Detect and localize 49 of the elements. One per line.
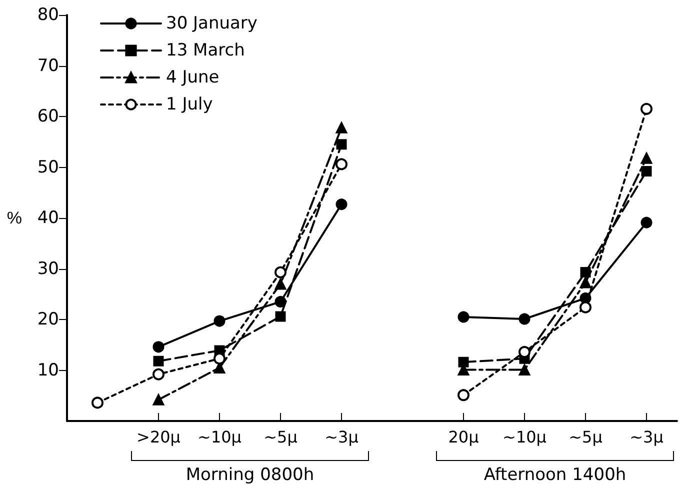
y-tick-label: 50	[37, 157, 59, 178]
x-tick-label: ~10μ	[502, 428, 546, 446]
point	[152, 341, 164, 353]
x-tick-label: ~10μ	[198, 428, 242, 446]
point	[458, 311, 470, 323]
text: Morning 0800h	[186, 465, 314, 485]
y-tick-label: 30	[37, 258, 59, 279]
point	[580, 276, 592, 288]
legend-label: 1 July	[166, 94, 213, 114]
point	[336, 198, 348, 210]
point	[518, 364, 530, 376]
point	[458, 389, 470, 402]
point	[518, 313, 530, 325]
y-tick-label: 10	[37, 360, 59, 380]
x-tick-label: ~3μ	[324, 428, 358, 446]
point	[274, 278, 286, 290]
point	[336, 139, 347, 150]
point	[640, 216, 652, 228]
y-tick-label: 20	[37, 310, 59, 330]
legend-label: 4 June	[166, 68, 220, 88]
point	[336, 158, 348, 170]
point	[458, 356, 469, 368]
point	[275, 311, 286, 322]
point	[152, 394, 164, 406]
legend-label: 30 January	[166, 14, 258, 34]
point	[152, 368, 164, 380]
y-tick-label: 70	[37, 56, 59, 76]
point	[336, 122, 348, 134]
point	[641, 166, 652, 177]
x-tick-label: 20μ	[448, 428, 479, 446]
point	[92, 396, 104, 409]
x-tick-label: ~5μ	[264, 428, 298, 446]
y-tick-label: 40	[37, 208, 59, 228]
y-axis-title: %	[6, 208, 22, 228]
point	[153, 356, 164, 366]
point	[580, 267, 591, 278]
point	[640, 102, 652, 115]
y-tick-label: 60	[37, 106, 59, 126]
point	[214, 315, 226, 327]
legend-label: 13 March	[166, 40, 245, 60]
text: Afternoon 1400h	[484, 465, 626, 485]
point	[640, 152, 652, 164]
point	[580, 301, 592, 314]
point	[274, 266, 286, 278]
x-tick-label: >20μ	[136, 428, 180, 446]
y-tick-label: 80	[37, 5, 59, 25]
x-tick-label: ~3μ	[630, 428, 664, 446]
point	[274, 296, 286, 308]
x-tick-label: ~5μ	[568, 428, 602, 446]
